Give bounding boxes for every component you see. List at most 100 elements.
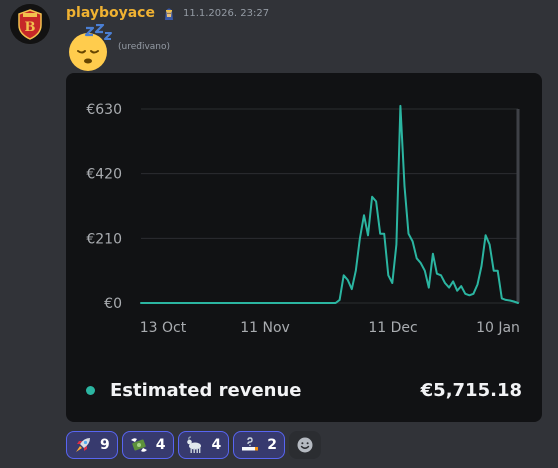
data-point xyxy=(424,270,426,272)
message-timestamp[interactable]: 11.1.2026. 23:27 xyxy=(182,7,270,19)
data-point xyxy=(217,302,219,304)
reaction-money-with-wings[interactable]: 4 xyxy=(121,431,174,459)
reaction-count: 4 xyxy=(155,437,166,453)
x-tick-label: 10 Jan xyxy=(476,320,520,336)
data-point xyxy=(172,302,174,304)
y-tick-label: €420 xyxy=(86,167,122,183)
reaction-cigarette-question[interactable]: 2 xyxy=(233,431,285,459)
data-point xyxy=(363,214,365,216)
data-point xyxy=(237,302,239,304)
data-point xyxy=(403,185,405,187)
revenue-line-chart: €0 €210 €420 €630 13 Oct 11 Nov 11 Dec 10 Jan xyxy=(86,102,520,336)
svg-text:B: B xyxy=(25,20,36,35)
data-point xyxy=(476,284,478,286)
data-point xyxy=(335,302,337,304)
data-point xyxy=(168,302,170,304)
data-point xyxy=(371,196,373,198)
data-point xyxy=(274,302,276,304)
data-point xyxy=(185,302,187,304)
data-point xyxy=(383,233,385,235)
add-reaction-button[interactable] xyxy=(289,431,321,459)
data-point xyxy=(189,302,191,304)
legend-series-dot xyxy=(86,385,95,395)
data-point xyxy=(505,299,507,301)
data-point xyxy=(310,302,312,304)
total-revenue-value: €5,715.18 xyxy=(420,379,522,401)
data-point xyxy=(181,302,183,304)
revenue-series-line xyxy=(140,104,519,304)
data-point xyxy=(294,302,296,304)
data-point xyxy=(331,302,333,304)
data-point xyxy=(460,285,462,287)
user-avatar[interactable]: B xyxy=(10,4,50,44)
pharaoh-icon[interactable] xyxy=(161,5,177,21)
data-point xyxy=(440,274,442,276)
data-point xyxy=(148,302,150,304)
data-point xyxy=(213,302,215,304)
data-point xyxy=(290,302,292,304)
data-point xyxy=(501,297,503,299)
reaction-count: 2 xyxy=(267,437,277,453)
data-point xyxy=(193,302,195,304)
y-tick-label: €630 xyxy=(86,102,122,118)
data-point xyxy=(221,302,223,304)
data-point xyxy=(493,270,495,272)
data-point xyxy=(489,243,491,245)
y-tick-label: €0 xyxy=(104,296,122,312)
data-point xyxy=(282,302,284,304)
data-point xyxy=(209,302,211,304)
data-point xyxy=(355,270,357,272)
data-point xyxy=(254,302,256,304)
data-point xyxy=(322,302,324,304)
x-tick-label: 13 Oct xyxy=(140,320,187,336)
data-point xyxy=(278,302,280,304)
data-point xyxy=(286,302,288,304)
data-point xyxy=(517,302,519,304)
data-point xyxy=(233,302,235,304)
data-point xyxy=(225,302,227,304)
data-point xyxy=(456,290,458,292)
data-point xyxy=(509,300,511,302)
reaction-rocket[interactable]: 9 xyxy=(66,431,118,459)
goat-emoji-icon xyxy=(186,436,201,453)
reaction-goat[interactable]: 4 xyxy=(177,431,230,459)
data-point xyxy=(306,302,308,304)
x-tick-label: 11 Dec xyxy=(368,320,417,336)
data-point xyxy=(367,234,369,236)
data-point xyxy=(359,237,361,239)
data-point xyxy=(416,257,418,259)
data-point xyxy=(266,302,268,304)
data-point xyxy=(497,270,499,272)
data-point xyxy=(201,302,203,304)
username[interactable]: playboyace xyxy=(66,5,155,21)
data-point xyxy=(436,273,438,275)
reaction-count: 9 xyxy=(100,437,110,453)
data-point xyxy=(241,302,243,304)
data-point xyxy=(160,302,162,304)
data-point xyxy=(481,265,483,267)
money-with-wings-emoji-icon xyxy=(130,438,147,452)
reaction-count: 4 xyxy=(211,437,222,453)
data-point xyxy=(444,282,446,284)
cigarette-question-emoji-icon xyxy=(242,437,259,451)
data-point xyxy=(448,287,450,289)
data-point xyxy=(468,294,470,296)
data-point xyxy=(472,293,474,295)
data-point xyxy=(258,302,260,304)
data-point xyxy=(249,302,251,304)
data-point xyxy=(262,302,264,304)
data-point xyxy=(339,299,341,301)
data-point xyxy=(379,233,381,235)
data-point xyxy=(326,302,328,304)
data-point xyxy=(140,302,142,304)
data-point xyxy=(164,302,166,304)
data-point xyxy=(432,253,434,255)
sleeping-face-emoji-icon[interactable] xyxy=(66,24,114,72)
message-header: playboyace 11.1.2026. 23:27 xyxy=(66,4,269,22)
data-point xyxy=(351,288,353,290)
chart-legend: Estimated revenue €5,715.18 xyxy=(86,377,522,403)
data-point xyxy=(197,302,199,304)
data-point xyxy=(302,302,304,304)
data-point xyxy=(298,302,300,304)
data-point xyxy=(245,302,247,304)
